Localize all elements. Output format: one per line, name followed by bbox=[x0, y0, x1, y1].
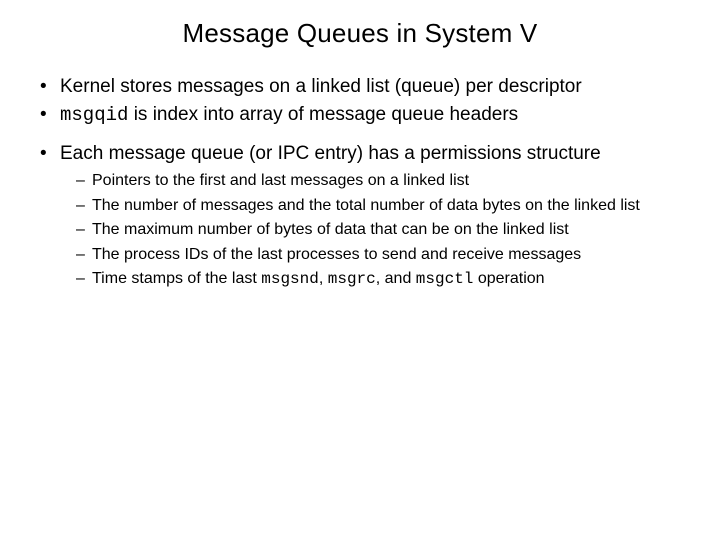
code-msgqid: msgqid bbox=[60, 104, 128, 126]
subbullet-item-5: Time stamps of the last msgsnd, msgrc, a… bbox=[76, 269, 692, 289]
subbullet-text: The maximum number of bytes of data that… bbox=[92, 221, 569, 238]
code-msgctl: msgctl bbox=[416, 270, 474, 288]
bullet-item-2: msgqid is index into array of message qu… bbox=[38, 103, 692, 128]
subbullet-text: Time stamps of the last bbox=[92, 270, 261, 287]
subbullet-text: , and bbox=[376, 270, 416, 287]
subbullet-item-2: The number of messages and the total num… bbox=[76, 196, 692, 216]
bullet-text: Each message queue (or IPC entry) has a … bbox=[60, 143, 601, 164]
bullet-text: Kernel stores messages on a linked list … bbox=[60, 76, 582, 97]
bullet-item-3: Each message queue (or IPC entry) has a … bbox=[38, 142, 692, 290]
slide-title: Message Queues in System V bbox=[28, 18, 692, 49]
bullet-list-level1: Kernel stores messages on a linked list … bbox=[28, 75, 692, 290]
subbullet-text: The process IDs of the last processes to… bbox=[92, 246, 581, 263]
subbullet-item-4: The process IDs of the last processes to… bbox=[76, 245, 692, 265]
subbullet-text: The number of messages and the total num… bbox=[92, 197, 640, 214]
subbullet-text: , bbox=[319, 270, 328, 287]
slide: Message Queues in System V Kernel stores… bbox=[0, 0, 720, 540]
subbullet-item-3: The maximum number of bytes of data that… bbox=[76, 220, 692, 240]
subbullet-item-1: Pointers to the first and last messages … bbox=[76, 171, 692, 191]
code-msgrc: msgrc bbox=[328, 270, 376, 288]
code-msgsnd: msgsnd bbox=[261, 270, 319, 288]
subbullet-text: Pointers to the first and last messages … bbox=[92, 172, 469, 189]
bullet-list-level2: Pointers to the first and last messages … bbox=[60, 171, 692, 289]
subbullet-text: operation bbox=[473, 270, 544, 287]
bullet-item-1: Kernel stores messages on a linked list … bbox=[38, 75, 692, 99]
bullet-text: is index into array of message queue hea… bbox=[128, 104, 518, 125]
